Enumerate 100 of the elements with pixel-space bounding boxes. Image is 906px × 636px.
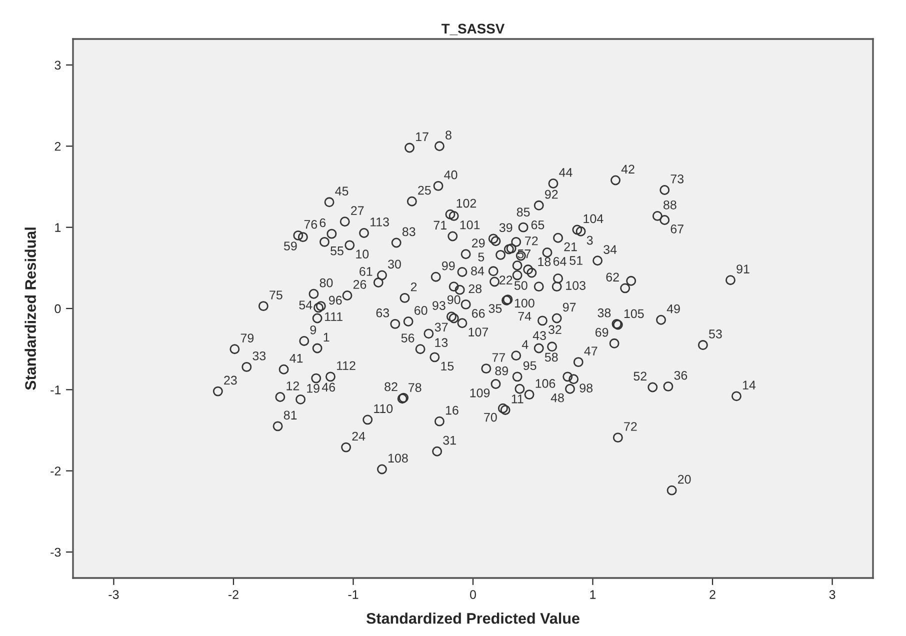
annotation: 99: [442, 261, 455, 270]
annotation: 32: [548, 325, 562, 334]
annotation: 15: [441, 362, 454, 371]
x-tick-label: -3: [108, 590, 119, 599]
annotation: 17: [416, 132, 428, 142]
annotation: 111: [325, 312, 342, 321]
annotation: 102: [456, 198, 476, 208]
annotation: 62: [606, 272, 619, 282]
annotation: 36: [674, 370, 688, 380]
annotation: 30: [388, 260, 401, 269]
annotation: 75: [270, 290, 282, 300]
annotation: 107: [468, 328, 488, 336]
annotation: 6: [320, 218, 326, 228]
annotation: 108: [388, 454, 408, 463]
annotation: 13: [435, 338, 448, 348]
annotation: 71: [434, 220, 446, 230]
y-tick-label: 3: [54, 60, 61, 70]
annotation: 79: [240, 334, 254, 342]
annotation: 33: [252, 351, 266, 360]
annotation: 97: [562, 302, 576, 312]
annotation: 37: [434, 322, 448, 332]
y-tick-label: 0: [54, 304, 61, 314]
annotation: 101: [460, 220, 480, 230]
annotation: 10: [356, 250, 369, 259]
annotation: 14: [742, 380, 756, 390]
annotation: 100: [514, 298, 534, 308]
annotation: 35: [488, 304, 502, 313]
annotation: 54: [299, 300, 312, 310]
chart-title: T_SASSV: [442, 24, 505, 36]
annotation: 11: [512, 394, 524, 404]
annotation: 78: [408, 383, 422, 392]
annotation: 63: [376, 308, 390, 318]
annotation: 76: [304, 220, 318, 229]
annotation: 69: [595, 328, 608, 337]
annotation: 5: [478, 252, 484, 262]
annotation: 85: [516, 208, 530, 217]
x-tick-label: 2: [710, 590, 716, 599]
annotation: 89: [495, 366, 508, 376]
annotation: 29: [472, 238, 485, 248]
annotation: 55: [330, 246, 344, 256]
annotation: 90: [447, 295, 460, 304]
annotation: 105: [624, 309, 644, 318]
annotation: 113: [370, 218, 389, 226]
annotation: 61: [360, 267, 372, 276]
annotation: 3: [586, 236, 593, 245]
y-axis-title: Standardized Residual: [24, 228, 36, 390]
annotation: 80: [320, 278, 333, 288]
annotation: 70: [484, 412, 497, 422]
annotation: 48: [550, 393, 564, 402]
annotation: 12: [286, 381, 300, 390]
annotation: 66: [472, 308, 485, 318]
annotation: 60: [414, 306, 428, 315]
annotation: 67: [670, 224, 684, 234]
annotation: 38: [598, 308, 611, 318]
annotation: 74: [518, 312, 532, 321]
annotation: 1: [324, 332, 330, 342]
annotation: 82: [384, 382, 398, 392]
annotation: 24: [352, 432, 366, 441]
annotation: 8: [446, 130, 452, 140]
annotation: 110: [374, 404, 393, 414]
annotation: 9: [310, 325, 316, 334]
annotation: 52: [634, 372, 646, 381]
annotation: 18: [538, 257, 551, 266]
annotation: 92: [545, 190, 558, 199]
y-tick-label: 2: [54, 142, 61, 151]
annotation: 91: [736, 264, 750, 274]
y-tick-label: -2: [50, 466, 61, 476]
annotation: 72: [624, 422, 637, 431]
annotation: 104: [584, 214, 604, 224]
annotation: 81: [284, 410, 297, 420]
annotation: 43: [532, 331, 546, 340]
annotation: 72: [525, 236, 538, 246]
annotation: 95: [523, 361, 536, 370]
annotation: 4: [522, 340, 528, 349]
annotation: 77: [492, 353, 506, 362]
y-tick-label: 1: [55, 223, 61, 232]
annotation: 21: [564, 242, 577, 252]
annotation: 23: [224, 376, 237, 385]
annotation: 106: [536, 379, 556, 388]
annotation: 88: [664, 200, 676, 210]
annotation: 49: [666, 304, 680, 314]
annotation: 45: [335, 186, 348, 196]
x-tick-label: 0: [470, 590, 476, 599]
annotation: 20: [678, 474, 691, 484]
y-tick-label: -3: [50, 548, 61, 557]
annotation: 83: [402, 227, 416, 236]
annotation: 28: [468, 284, 482, 294]
x-tick-label: 3: [829, 590, 836, 599]
annotation: 65: [531, 220, 544, 230]
annotation: 58: [544, 352, 558, 362]
annotation: 98: [580, 384, 593, 392]
annotation: 25: [418, 186, 431, 195]
annotation: 42: [621, 164, 634, 174]
annotation: 31: [443, 436, 456, 445]
annotation: 34: [604, 245, 617, 254]
annotation: 51: [570, 256, 582, 265]
annotation: 109: [470, 388, 490, 398]
annotation: 2: [410, 282, 417, 292]
annotation: 47: [584, 346, 598, 356]
annotation: 73: [670, 174, 684, 184]
